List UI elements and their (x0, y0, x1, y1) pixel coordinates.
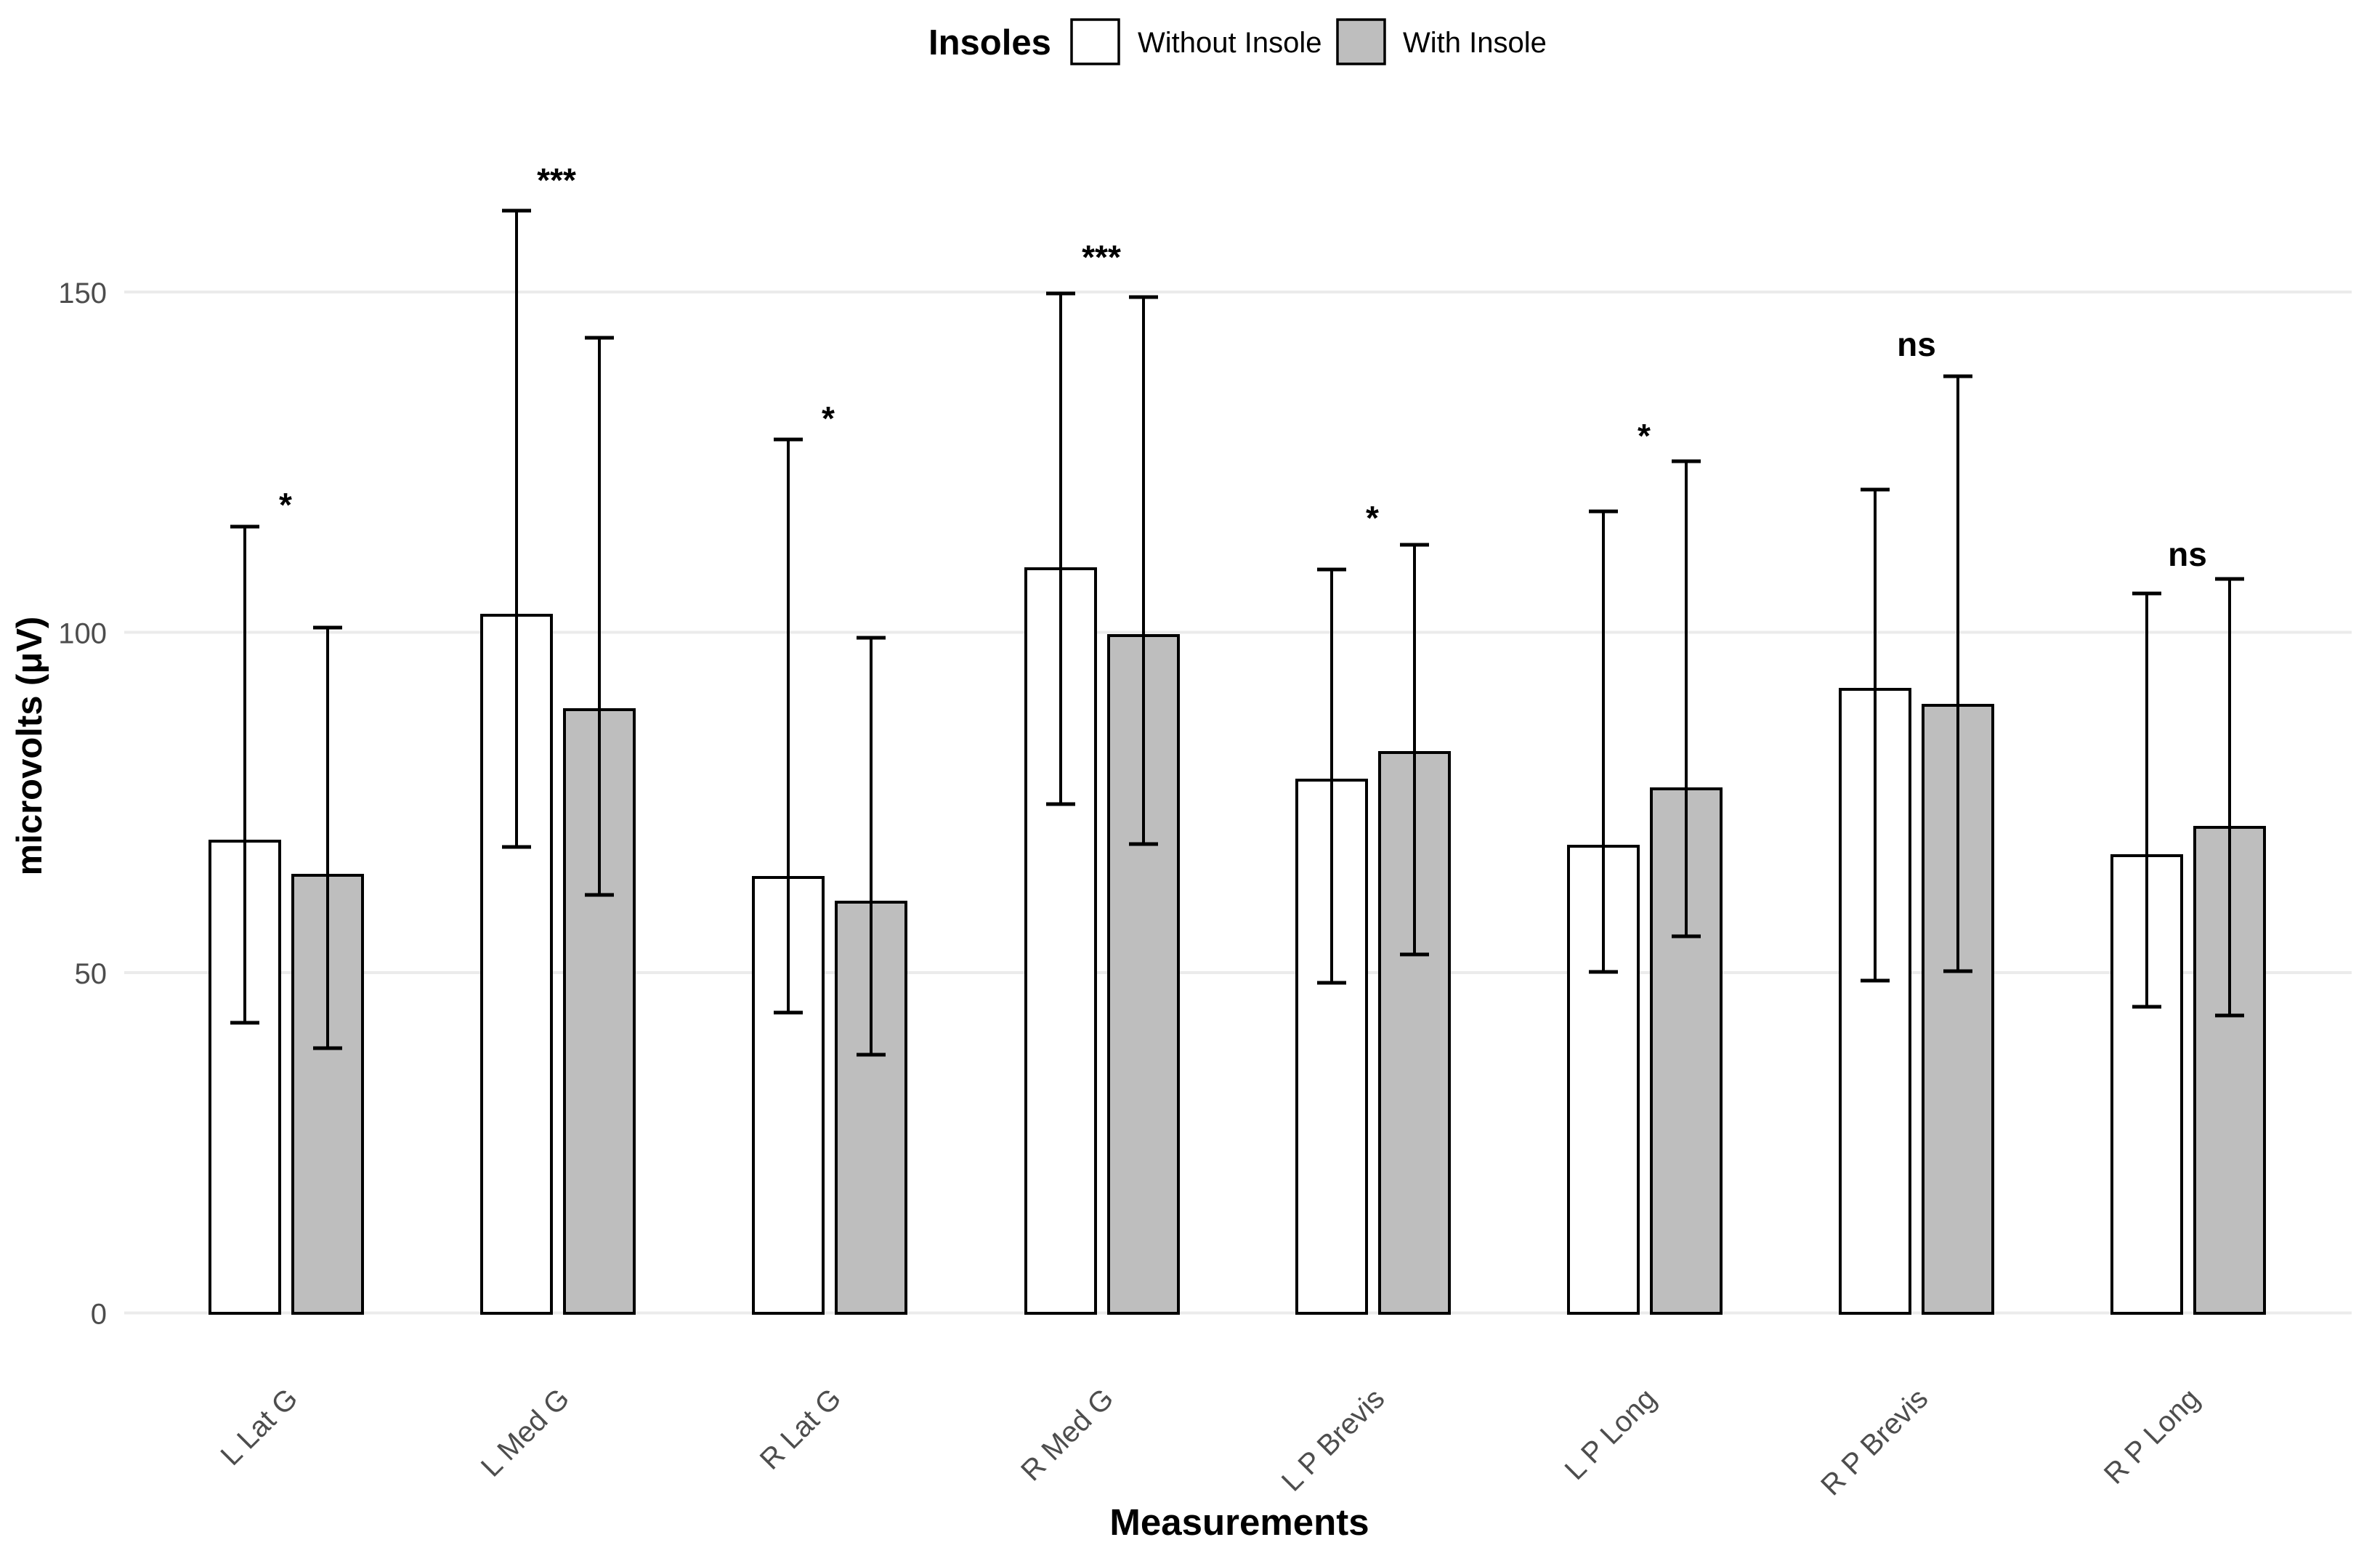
svg-text:With Insole: With Insole (1403, 27, 1547, 59)
svg-text:ns: ns (2168, 535, 2207, 573)
svg-text:100: 100 (58, 618, 107, 650)
svg-text:Without Insole: Without Insole (1138, 27, 1321, 59)
svg-text:*: * (1638, 417, 1651, 455)
svg-text:***: *** (1082, 238, 1121, 276)
svg-text:50: 50 (75, 958, 108, 990)
svg-text:0: 0 (91, 1299, 107, 1331)
svg-text:*: * (279, 486, 292, 524)
svg-text:Insoles: Insoles (928, 23, 1051, 62)
svg-text:ns: ns (1897, 325, 1936, 363)
svg-text:*: * (822, 400, 835, 437)
svg-text:***: *** (537, 161, 576, 199)
svg-text:*: * (1366, 499, 1379, 537)
svg-text:microvolts (μV): microvolts (μV) (10, 617, 49, 876)
svg-text:150: 150 (58, 277, 107, 309)
svg-text:Measurements: Measurements (1109, 1501, 1369, 1543)
